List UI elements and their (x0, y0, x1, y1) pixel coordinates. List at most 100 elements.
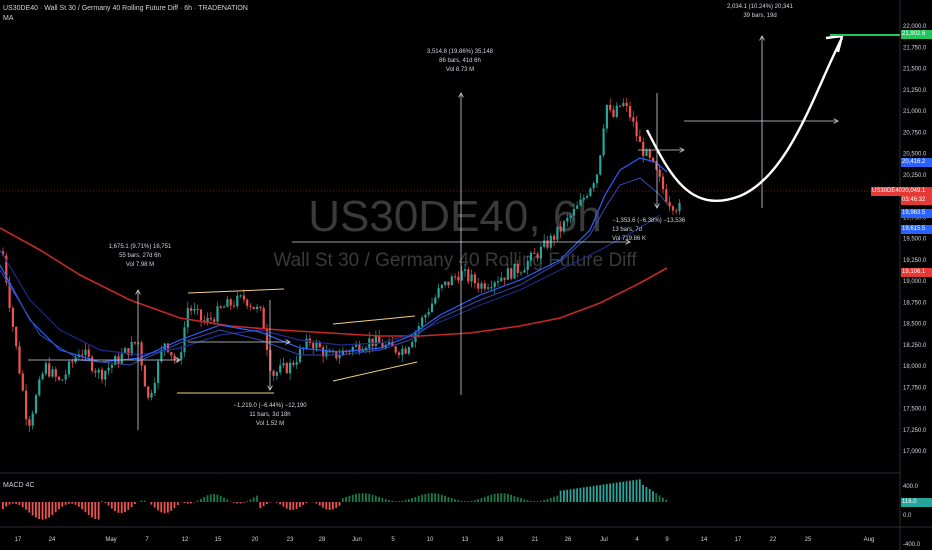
price-axis-label: 19,000.0 (903, 279, 927, 285)
macd-bar (622, 481, 625, 502)
candle-body (632, 117, 635, 122)
candle-body (140, 342, 143, 366)
candle-body (190, 308, 193, 311)
macd-bar (91, 502, 93, 518)
macd-bar (124, 502, 126, 513)
macd-indicator-label[interactable]: MACD 4C (3, 482, 35, 489)
candle-body (483, 283, 486, 289)
candle-body (285, 363, 288, 374)
candle-body (312, 342, 315, 349)
candle-body (272, 370, 275, 376)
measure-arrow-1h-head (175, 357, 181, 363)
time-axis-label: 21 (532, 537, 539, 543)
candle-body (397, 352, 401, 356)
macd-bar (351, 494, 354, 502)
candle-body (394, 346, 397, 353)
macd-bar (381, 498, 384, 502)
candle-body (315, 342, 318, 349)
candle-body (454, 276, 457, 278)
price-axis-label: 18,000.0 (903, 364, 927, 370)
candle-body (351, 346, 354, 352)
candle-body (500, 277, 503, 282)
macd-bar (629, 480, 631, 502)
time-axis-label: Aug (864, 537, 875, 543)
macd-bar (546, 499, 549, 502)
candle-body (592, 183, 595, 189)
candle-body (262, 307, 265, 329)
candle-body (91, 356, 94, 371)
macd-bar (163, 502, 166, 514)
price-axis-label: 19,750.0 (903, 215, 927, 221)
macd-bar (490, 494, 493, 502)
candle-body (51, 369, 54, 377)
symbol-header[interactable]: US30DE40 · Wall St 30 / Germany 40 Rolli… (3, 5, 248, 12)
macd-bar (398, 501, 400, 502)
macd-bar (233, 502, 235, 503)
macd-bar (38, 502, 41, 520)
candle-body (279, 365, 282, 373)
macd-bar (586, 486, 588, 502)
candle-body (21, 373, 24, 391)
price-tag-countdown: 03:46:32 (901, 196, 932, 205)
candle-body (355, 344, 358, 347)
macd-bar (450, 498, 453, 502)
macd-bar (315, 502, 318, 504)
candle-body (100, 369, 104, 380)
candle-body (219, 306, 222, 308)
measure-annotation-1: 1,675.1 (9.71%) 16,751 55 bars, 27d 6h Vol… (108, 244, 172, 268)
macd-bar (424, 493, 427, 502)
measure-arrow-3-head (458, 92, 464, 98)
indicator-label[interactable]: MA (3, 15, 14, 22)
candle-body (477, 283, 480, 289)
candle-body (434, 297, 437, 304)
measure-arrow-5h-head (833, 118, 839, 124)
time-axis-label: 13 (462, 537, 469, 543)
candle-body (5, 255, 8, 283)
candle-body (648, 149, 651, 158)
macd-bar (365, 493, 367, 502)
macd-bar (318, 502, 321, 506)
macd-bar (556, 495, 559, 502)
candle-body (619, 105, 622, 107)
time-axis-label: 15 (215, 537, 222, 543)
projection-curve (645, 37, 844, 202)
macd-bar (625, 481, 628, 502)
watermark-description: Wall St 30 / Germany 40 Rolling Future D… (273, 250, 637, 271)
macd-bar (341, 498, 344, 502)
candle-body (496, 281, 500, 283)
macd-bar (335, 502, 338, 508)
candle-body (31, 413, 34, 426)
macd-bar (642, 484, 644, 502)
macd-bar (223, 497, 225, 502)
candle-body (374, 336, 377, 347)
macd-bar (619, 482, 621, 502)
macd-bar (94, 502, 97, 519)
macd-bar (8, 502, 11, 505)
candle-body (124, 348, 127, 354)
candle-body (256, 306, 259, 310)
macd-bar (394, 501, 397, 502)
macd-bar (662, 497, 664, 502)
candle-body (193, 308, 196, 311)
price-axis-label: 20,750.0 (903, 130, 927, 136)
macd-bar (566, 489, 569, 502)
time-axis-label: 4 (635, 537, 639, 543)
macd-bar (328, 502, 331, 510)
macd-bar (249, 499, 252, 502)
candle-body (559, 226, 562, 232)
candle-body (226, 299, 229, 307)
macd-bar (299, 502, 301, 508)
candle-body (216, 306, 219, 322)
macd-bar (305, 502, 308, 504)
macd-bar (285, 502, 288, 509)
time-axis-label: 5 (391, 537, 395, 543)
candle-body (440, 284, 443, 289)
candle-body (467, 269, 470, 282)
macd-bar (68, 502, 70, 504)
macd-bar (282, 502, 285, 507)
macd-bar (246, 501, 248, 502)
candle-body (173, 355, 176, 361)
macd-bar (401, 500, 404, 502)
